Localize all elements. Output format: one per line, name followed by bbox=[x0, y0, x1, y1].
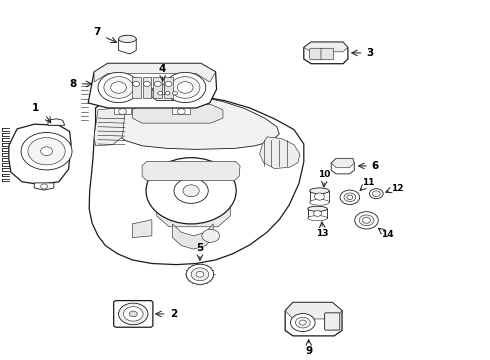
Text: 7: 7 bbox=[93, 27, 101, 37]
FancyBboxPatch shape bbox=[114, 301, 153, 327]
Polygon shape bbox=[48, 119, 65, 125]
Ellipse shape bbox=[119, 35, 136, 42]
Circle shape bbox=[154, 81, 161, 86]
Circle shape bbox=[186, 264, 214, 284]
Circle shape bbox=[314, 211, 321, 216]
Polygon shape bbox=[285, 302, 342, 336]
Polygon shape bbox=[331, 158, 354, 168]
Circle shape bbox=[202, 229, 220, 242]
Polygon shape bbox=[115, 98, 279, 149]
Circle shape bbox=[144, 81, 150, 86]
Circle shape bbox=[369, 189, 383, 199]
Circle shape bbox=[158, 91, 163, 95]
Circle shape bbox=[165, 72, 206, 103]
Text: 12: 12 bbox=[391, 184, 403, 193]
Text: 10: 10 bbox=[318, 170, 331, 179]
Polygon shape bbox=[331, 158, 354, 174]
Ellipse shape bbox=[310, 199, 329, 205]
Circle shape bbox=[344, 193, 356, 202]
Text: 14: 14 bbox=[381, 230, 393, 239]
Polygon shape bbox=[172, 224, 213, 249]
Polygon shape bbox=[152, 85, 185, 100]
Circle shape bbox=[111, 82, 126, 93]
Circle shape bbox=[359, 215, 374, 226]
Circle shape bbox=[291, 314, 315, 332]
Ellipse shape bbox=[308, 206, 327, 211]
Polygon shape bbox=[142, 161, 240, 181]
Circle shape bbox=[104, 77, 133, 98]
Polygon shape bbox=[304, 42, 348, 52]
Polygon shape bbox=[132, 77, 141, 98]
Circle shape bbox=[299, 320, 306, 325]
Circle shape bbox=[172, 91, 177, 95]
FancyBboxPatch shape bbox=[325, 313, 340, 330]
Circle shape bbox=[146, 158, 236, 224]
Circle shape bbox=[165, 91, 170, 95]
Text: 1: 1 bbox=[32, 103, 39, 113]
Polygon shape bbox=[132, 220, 152, 238]
Polygon shape bbox=[157, 187, 230, 227]
Polygon shape bbox=[89, 97, 304, 265]
Text: 8: 8 bbox=[69, 79, 76, 89]
Circle shape bbox=[372, 191, 380, 197]
Text: 11: 11 bbox=[362, 178, 375, 187]
Polygon shape bbox=[310, 191, 329, 202]
Ellipse shape bbox=[308, 216, 327, 221]
Circle shape bbox=[129, 311, 137, 317]
Text: 3: 3 bbox=[367, 48, 373, 58]
Polygon shape bbox=[94, 108, 125, 146]
Circle shape bbox=[119, 109, 126, 114]
Circle shape bbox=[41, 147, 52, 156]
Circle shape bbox=[183, 185, 199, 197]
Circle shape bbox=[119, 303, 148, 325]
Polygon shape bbox=[34, 183, 54, 190]
Circle shape bbox=[123, 307, 143, 321]
Polygon shape bbox=[143, 77, 151, 98]
Text: 9: 9 bbox=[305, 346, 312, 356]
FancyBboxPatch shape bbox=[310, 48, 322, 60]
Circle shape bbox=[340, 190, 360, 204]
Text: 2: 2 bbox=[170, 309, 177, 319]
Circle shape bbox=[177, 82, 193, 93]
Polygon shape bbox=[304, 42, 348, 64]
Circle shape bbox=[191, 268, 209, 281]
Text: 4: 4 bbox=[159, 64, 167, 74]
FancyBboxPatch shape bbox=[321, 48, 334, 60]
Text: 5: 5 bbox=[196, 243, 203, 253]
Circle shape bbox=[295, 317, 310, 328]
Text: 6: 6 bbox=[372, 161, 379, 171]
Circle shape bbox=[315, 193, 324, 200]
Polygon shape bbox=[119, 35, 136, 54]
Polygon shape bbox=[9, 124, 71, 184]
Circle shape bbox=[98, 72, 139, 103]
Circle shape bbox=[355, 212, 378, 229]
Ellipse shape bbox=[310, 188, 329, 194]
Polygon shape bbox=[164, 77, 173, 98]
Polygon shape bbox=[308, 209, 327, 218]
Circle shape bbox=[196, 271, 204, 277]
Circle shape bbox=[133, 81, 140, 86]
Circle shape bbox=[363, 217, 370, 223]
Polygon shape bbox=[88, 63, 217, 108]
Circle shape bbox=[28, 138, 65, 165]
Polygon shape bbox=[153, 77, 162, 98]
Polygon shape bbox=[114, 108, 131, 114]
Polygon shape bbox=[152, 85, 185, 94]
Circle shape bbox=[174, 178, 208, 203]
Circle shape bbox=[41, 184, 48, 189]
Text: 13: 13 bbox=[316, 230, 329, 239]
Circle shape bbox=[21, 132, 72, 170]
Polygon shape bbox=[132, 104, 223, 123]
Polygon shape bbox=[260, 137, 300, 168]
Polygon shape bbox=[94, 63, 216, 82]
Circle shape bbox=[165, 81, 172, 86]
Circle shape bbox=[171, 77, 200, 98]
Circle shape bbox=[347, 195, 353, 199]
Polygon shape bbox=[285, 302, 342, 319]
Circle shape bbox=[177, 109, 185, 114]
Polygon shape bbox=[172, 108, 190, 114]
